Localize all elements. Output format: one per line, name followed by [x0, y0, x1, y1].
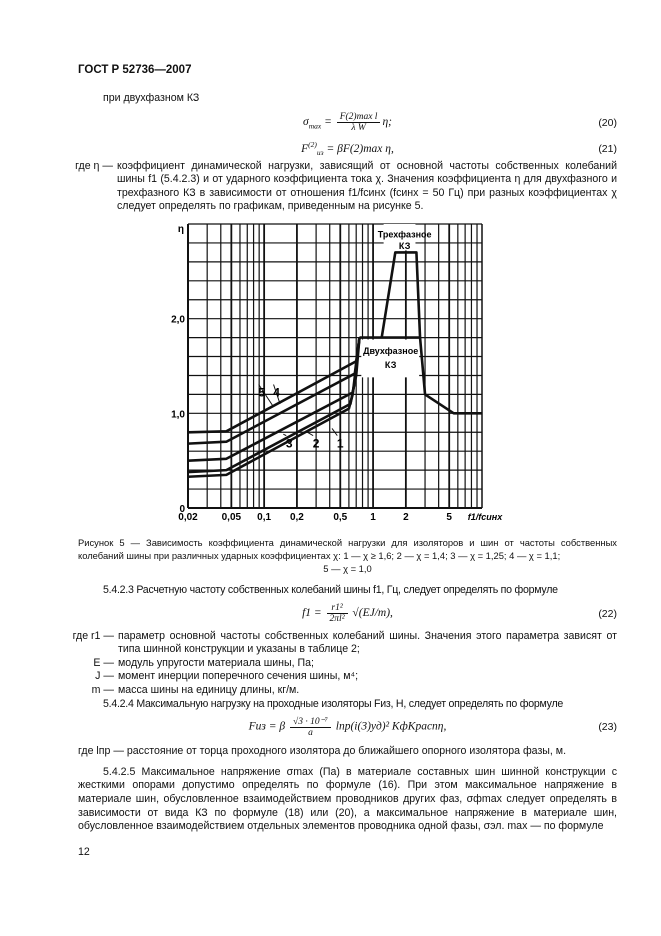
curve-label-5: 5 — [258, 385, 265, 399]
figure-caption: Рисунок 5 — Зависимость коэффициента дин… — [78, 536, 617, 575]
document-page: ГОСТ Р 52736—2007 при двухфазном КЗ σmax… — [73, 64, 617, 858]
definition-lpr: где lпр — расстояние от торца проходного… — [78, 745, 567, 758]
equation-21-row: F(2)из = βF(2)max η, (21) — [78, 138, 617, 160]
definition-r1: где r1 — параметр основной частоты собств… — [66, 630, 617, 657]
definition-eta: где η — коэффициент динамической нагрузк… — [70, 160, 617, 214]
eq23-rhs: lпр(i(3)уд)² KфKраспη, — [335, 720, 447, 733]
definition-key: J — — [95, 670, 114, 683]
eq23-denominator: a — [308, 728, 313, 739]
curve-label-leader — [306, 431, 313, 437]
x-tick-label: 0,02 — [178, 512, 198, 523]
definition-text: параметр основной частоты собственных ко… — [118, 629, 617, 656]
series-line-6 — [358, 336, 482, 415]
eq23-fraction: √3 · 10⁻⁷ a — [289, 716, 331, 739]
definition-j: J — момент инерции поперечного сечения ши… — [66, 670, 617, 684]
x-tick-label: 2 — [403, 512, 409, 523]
definition-text: масса шины на единицу длины, кг/м. — [118, 683, 300, 696]
eq22-numerator: r1² — [326, 603, 348, 615]
x-tick-label: 1 — [370, 512, 376, 523]
eq22-fraction: r1² 2πl² — [326, 603, 348, 625]
definitions-list: где r1 — параметр основной частоты собств… — [66, 630, 617, 698]
page-number: 12 — [78, 845, 90, 858]
definition-key: где r1 — — [72, 629, 114, 642]
eq21-rhs: = βF(2)max η, — [326, 142, 394, 155]
eq22-root: √(EJ/m), — [352, 607, 393, 620]
eq22-denominator: 2πl² — [329, 614, 345, 625]
section-5-4-2-3: 5.4.2.3 Расчетную частоту собственных ко… — [103, 583, 558, 596]
x-axis-label: f1/fсинх — [467, 512, 502, 522]
equation-21: F(2)из = βF(2)max η, — [301, 140, 394, 157]
y-tick-label: 1,0 — [171, 409, 185, 420]
chart-grid — [186, 223, 483, 509]
definition-m: m — масса шины на единицу длины, кг/м. — [66, 684, 617, 698]
eq20-numerator: F(2)max l — [336, 112, 381, 124]
definition-text: коэффициент динамической нагрузки, завис… — [117, 159, 617, 213]
equation-20-number: (20) — [598, 116, 617, 129]
label-two-phase: КЗ — [384, 360, 396, 370]
equation-22: f1 = r1² 2πl² √(EJ/m), — [302, 603, 393, 624]
equation-22-row: f1 = r1² 2πl² √(EJ/m), (22) — [78, 598, 617, 630]
eq21-lhs: F — [301, 142, 309, 155]
equation-22-number: (22) — [598, 607, 617, 620]
figure-caption-text: Рисунок 5 — Зависимость коэффициента дин… — [78, 536, 617, 561]
label-box-two-phase — [360, 339, 419, 378]
chart-labels: 0,02 0,05 0,1 0,2 0,5 1 2 5 f1/fсинх 0 1,0 2,0 η Трех… — [171, 224, 503, 523]
x-tick-label: 0,1 — [257, 512, 271, 523]
eq20-lhs-sub: max — [308, 121, 322, 131]
eq20-tail: η; — [382, 116, 392, 129]
equation-23: Fиз = β √3 · 10⁻⁷ a lпр(i(3)уд)² KфKраспη… — [249, 716, 447, 738]
definition-key: E — — [93, 656, 114, 669]
equation-23-row: Fиз = β √3 · 10⁻⁷ a lпр(i(3)уд)² KфKраспη… — [78, 711, 617, 743]
eq23-numerator: √3 · 10⁻⁷ — [289, 716, 331, 729]
curve-label-leader — [282, 433, 286, 437]
y-tick-label: 2,0 — [171, 315, 185, 326]
section-5-4-2-5: 5.4.2.5 Максимальное напряжение σmax (Па… — [78, 765, 617, 833]
figure-5: 0,02 0,05 0,1 0,2 0,5 1 2 5 f1/fсинх 0 1,0 2,0 η Трех… — [42, 218, 617, 530]
label-box-three-phase — [383, 223, 415, 251]
definition-e: E — модуль упругости материала шины, Па; — [66, 657, 617, 671]
equation-23-number: (23) — [598, 721, 617, 734]
eq21-lhs-sup: (2) — [308, 140, 317, 150]
y-axis-label: η — [177, 224, 183, 235]
intro-text: при двухфазном КЗ — [103, 92, 200, 104]
definition-key: где η — — [75, 159, 113, 172]
x-tick-label: 5 — [446, 512, 452, 523]
definition-key: m — — [91, 683, 114, 696]
x-tick-label: 0,05 — [221, 512, 241, 523]
eq20-lhs: σ — [303, 116, 309, 129]
document-header: ГОСТ Р 52736—2007 — [78, 64, 192, 76]
curve-label-leader — [272, 384, 281, 404]
curve-label-leader — [331, 428, 338, 436]
figure-5-chart: 0,02 0,05 0,1 0,2 0,5 1 2 5 f1/fсинх 0 1,0 2,0 η Трех… — [171, 223, 503, 523]
section-5-4-2-4: 5.4.2.4 Максимальную нагрузку на проходн… — [103, 697, 564, 710]
curve-label-4: 4 — [273, 385, 280, 399]
eq20-denominator: λ W — [351, 123, 366, 134]
definition-text: модуль упругости материала шины, Па; — [118, 656, 314, 669]
series-line-7 — [379, 251, 421, 338]
eq22-lhs: f1 = — [302, 607, 322, 620]
label-two-phase: Двухфазное — [363, 346, 418, 356]
eq21-lhs-sub: из — [316, 148, 324, 158]
series-line-5 — [187, 337, 361, 434]
x-tick-label: 0,5 — [333, 512, 347, 523]
definition-text: момент инерции поперечного сечения шины,… — [118, 670, 359, 683]
curve-label-leader — [257, 384, 273, 407]
y-tick-label: 0 — [179, 504, 185, 515]
chart-series — [187, 223, 482, 479]
label-three-phase: Трехфазное — [377, 229, 431, 239]
equation-21-number: (21) — [598, 142, 617, 155]
curve-label-1: 1 — [336, 437, 343, 451]
label-three-phase: КЗ — [398, 241, 410, 251]
eq23-lhs: Fиз = β — [248, 720, 286, 733]
curve-label-2: 2 — [312, 437, 319, 451]
x-tick-label: 0,2 — [289, 512, 303, 523]
curve-label-3: 3 — [285, 437, 292, 451]
figure-caption-last: 5 — χ = 1,0 — [323, 562, 372, 574]
